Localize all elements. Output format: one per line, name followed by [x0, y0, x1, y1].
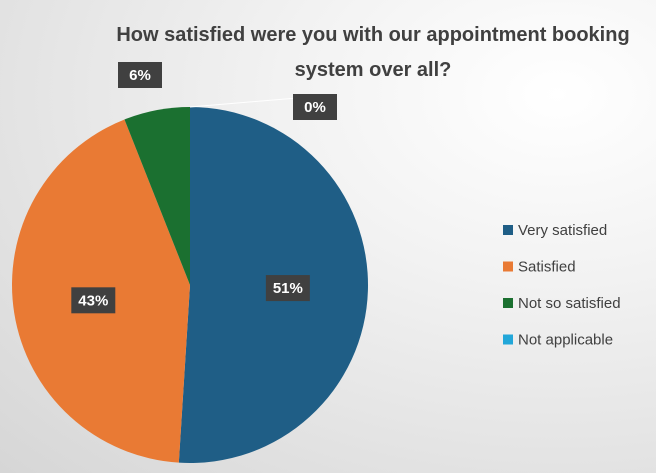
data-label: 51%	[273, 280, 303, 297]
label-box	[293, 94, 337, 120]
legend-swatch	[503, 298, 513, 308]
leader-line	[189, 97, 298, 108]
label-box	[118, 62, 162, 88]
legend-swatch	[503, 334, 513, 345]
data-label: 43%	[78, 292, 108, 309]
legend-label: Satisfied	[518, 258, 576, 275]
legend-label: Not applicable	[518, 331, 613, 348]
data-label: 6%	[129, 67, 151, 84]
data-label: 0%	[304, 99, 326, 116]
chart-title: How satisfied were you with our appointm…	[116, 24, 630, 81]
label-box	[265, 275, 310, 302]
legend-swatch	[503, 225, 513, 235]
legend-label: Very satisfied	[518, 222, 607, 239]
legend-swatch	[503, 261, 513, 272]
label-box	[71, 287, 116, 314]
pie-slice	[124, 107, 190, 285]
legend-label: Not so satisfied	[518, 295, 621, 312]
